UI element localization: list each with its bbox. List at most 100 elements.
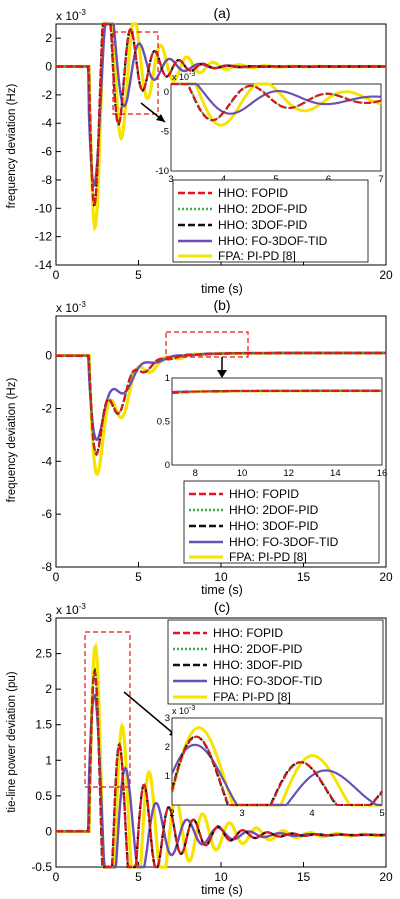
legend-b-label-fo3dof: HHO: FO-3DOF-TID: [229, 535, 339, 549]
ytick-label: 3: [45, 611, 52, 625]
panel-a-inset-bg: [171, 84, 381, 171]
panel-c: (c) x 10-3 tie-line power deviation (pu)…: [6, 599, 393, 897]
panel-b-legend-box: [183, 480, 380, 564]
inset-ytick-label: 0: [165, 460, 170, 471]
panel-c-inset-series: [170, 726, 383, 807]
ytick-label: 1: [45, 753, 52, 767]
ytick-label: -2: [41, 88, 52, 102]
ytick-label: -12: [35, 230, 53, 244]
series-line-4: [56, 22, 386, 207]
legend-b-label-3dof: HHO: 3DOF-PID: [229, 519, 319, 533]
inset-xtick-label: 10: [237, 468, 248, 479]
xtick-label: 10: [214, 570, 228, 584]
ytick-label: -10: [35, 201, 53, 215]
panel-b-xlabel: time (s): [201, 583, 243, 597]
panel-a-xticks: 0 5 20: [53, 260, 393, 282]
xtick-label: 5: [135, 268, 142, 282]
inset-series-line-4: [171, 389, 382, 394]
panel-b-arrowhead: [217, 370, 227, 378]
panel-b-legend: HHO: FOPID HHO: 2DOF-PID HHO: 3DOF-PID H…: [183, 480, 380, 564]
ytick-label: -8: [41, 173, 52, 187]
inset-series-line-1: [171, 743, 382, 807]
legend-c-label-fpa: FPA: PI-PD [8]: [213, 690, 291, 704]
inset-xtick-label: 4: [221, 174, 226, 185]
panel-c-inset-yscale: x 10-3: [172, 705, 195, 716]
inset-series-line-4: [171, 735, 383, 806]
ytick-label: 0.5: [35, 789, 52, 803]
panel-c-xticks: 0 5 10 15 20: [53, 862, 393, 884]
ytick-label: 0: [45, 349, 52, 363]
xtick-label: 15: [297, 570, 311, 584]
panel-a-inset-yscale: x 10-3: [172, 71, 195, 82]
panel-a-arrowhead: [156, 114, 165, 122]
inset-xtick-label: 8: [193, 468, 198, 479]
ytick-label: -8: [41, 560, 52, 574]
panel-a-legend: HHO: FOPID HHO: 2DOF-PID HHO: 3DOF-PID H…: [172, 179, 369, 263]
inset-ytick-label: 3: [165, 713, 170, 724]
legend-b-label-fpa: FPA: PI-PD [8]: [229, 550, 307, 564]
panel-c-inset-ticks: 2 3 4 5 1 2 3: [165, 713, 385, 819]
inset-ytick-label: 1: [165, 771, 170, 782]
inset-ytick-label: 2: [165, 742, 170, 753]
xtick-label: 0: [53, 268, 60, 282]
ytick-label: 2.5: [35, 647, 52, 661]
ytick-label: -4: [41, 454, 52, 468]
inset-xtick-label: 4: [309, 808, 314, 819]
panel-a-xlabel: time (s): [201, 282, 243, 296]
xtick-label: 20: [379, 870, 393, 884]
legend-c-label-fo3dof: HHO: FO-3DOF-TID: [213, 674, 323, 688]
panel-a: (a) x 10-3 frequency deviation (Hz) time…: [6, 5, 393, 296]
ytick-label: -2: [41, 401, 52, 415]
inset-xtick-label: 7: [378, 174, 383, 185]
inset-ytick-label: 0: [164, 87, 169, 98]
panel-b-title: (b): [213, 297, 230, 313]
panel-c-yscale: x 10-3: [56, 602, 86, 617]
panel-c-ylabel: tie-line power deviation (pu): [6, 671, 18, 812]
inset-ytick-label: 1: [165, 373, 170, 384]
inset-ytick-label: -5: [161, 126, 169, 137]
legend-c-label-fopid: HHO: FOPID: [213, 626, 283, 640]
ytick-label: -14: [35, 258, 53, 272]
panel-a-yticks: -14 -12 -10 -8 -6 -4 -2 0 2: [35, 31, 61, 272]
inset-xtick-label: 3: [239, 808, 244, 819]
panel-b: (b) x 10-3 frequency deviation (Hz) time…: [6, 297, 393, 597]
panel-b-highlight-box: [165, 331, 249, 358]
ytick-label: 0: [45, 60, 52, 74]
panel-c-zoom-arrow: [123, 691, 175, 735]
inset-ytick-label: 0.5: [157, 417, 170, 428]
legend-c-label-3dof: HHO: 3DOF-PID: [213, 658, 303, 672]
inset-series-line-1: [171, 82, 381, 115]
panel-b-xticks: 0 5 10 15 20: [53, 562, 393, 584]
ytick-label: -6: [41, 507, 52, 521]
inset-xtick-label: 14: [330, 468, 341, 479]
xtick-label: 15: [297, 870, 311, 884]
inset-xtick-label: 16: [377, 468, 388, 479]
legend-a-label-fo3dof: HHO: FO-3DOF-TID: [218, 234, 328, 248]
panel-a-legend-box: [172, 179, 369, 263]
panel-b-series: [56, 351, 386, 477]
xtick-label: 0: [53, 570, 60, 584]
panel-a-highlight-box: [112, 31, 159, 115]
panel-a-inset-ticks: 3 4 5 6 7 -10 -5 0: [155, 87, 383, 185]
panel-c-series: [56, 641, 387, 869]
legend-b-label-2dof: HHO: 2DOF-PID: [229, 503, 319, 517]
ytick-label: 0: [45, 824, 52, 838]
panel-b-yticks: -8 -6 -4 -2 0: [41, 349, 61, 574]
panel-a-inset-series: [171, 82, 382, 127]
inset-xtick-label: 3: [168, 174, 173, 185]
xtick-label: 20: [379, 570, 393, 584]
inset-xtick-label: 5: [379, 808, 384, 819]
panel-b-ylabel: frequency deviation (Hz): [6, 378, 18, 503]
legend-c-label-2dof: HHO: 2DOF-PID: [213, 642, 303, 656]
panel-b-inset-series: [171, 389, 382, 395]
ytick-label: -6: [41, 145, 52, 159]
legend-b-label-fopid: HHO: FOPID: [229, 487, 299, 501]
inset-xtick-label: 5: [273, 174, 278, 185]
panel-c-legend: HHO: FOPID HHO: 2DOF-PID HHO: 3DOF-PID H…: [167, 619, 384, 705]
panel-a-series: [56, 22, 386, 232]
series-line-4: [56, 351, 386, 457]
ytick-label: 2: [45, 682, 52, 696]
xtick-label: 0: [53, 870, 60, 884]
legend-a-label-fopid: HHO: FOPID: [218, 186, 288, 200]
panel-c-yticks: -0.5 0 0.5 1 1.5 2 2.5 3: [31, 611, 61, 874]
